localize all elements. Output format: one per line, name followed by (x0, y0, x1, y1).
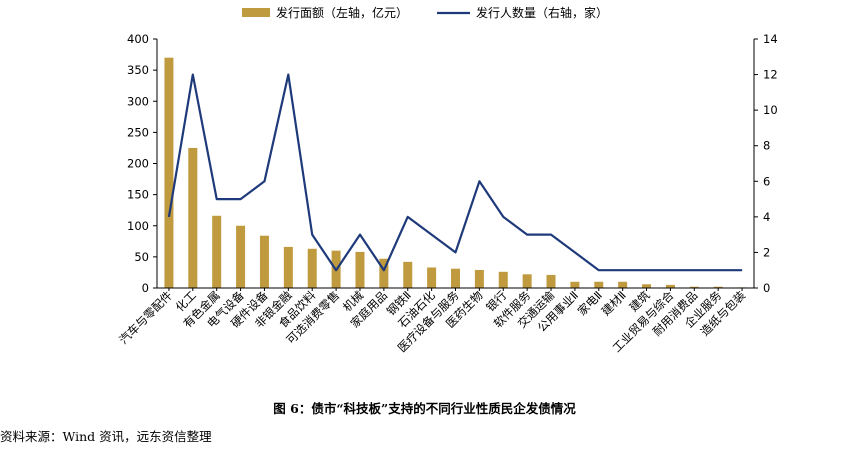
bar (259, 235, 269, 288)
bar (665, 284, 675, 288)
bar (403, 261, 413, 288)
bar (188, 147, 198, 288)
right-axis-tick-label: 8 (763, 139, 770, 153)
left-y-axis: 0 50 100 150 200 250 300 350 400 (127, 32, 158, 295)
category-label: 汽车与零配件 (116, 288, 175, 347)
legend: 发行面额（左轴，亿元） 发行人数量（右轴，家） (242, 5, 608, 20)
legend-line-label: 发行人数量（右轴，家） (476, 5, 608, 20)
left-axis-tick-label: 150 (127, 188, 149, 202)
bar-series (164, 57, 747, 288)
left-axis-tick-label: 200 (127, 157, 149, 171)
right-axis-tick-label: 6 (763, 174, 770, 188)
bar (498, 271, 508, 288)
bar (164, 57, 174, 288)
bar (546, 274, 556, 288)
bar (236, 225, 246, 288)
x-axis (157, 287, 754, 291)
right-axis-tick-label: 10 (763, 103, 778, 117)
right-axis-tick-label: 14 (763, 32, 778, 46)
bar (594, 281, 604, 288)
bar (642, 284, 652, 288)
left-axis-tick-label: 100 (127, 219, 149, 233)
left-axis-tick-label: 300 (127, 94, 149, 108)
bar (307, 248, 317, 288)
line-series (167, 73, 743, 272)
category-labels: 汽车与零配件化工有色金属电气设备硬件设备非银金融食品饮料可选消费零售机械家庭用品… (116, 288, 748, 355)
left-axis-tick-label: 50 (134, 250, 149, 264)
right-y-axis: 0 2 4 6 8 10 12 14 (753, 32, 778, 295)
right-axis-tick-label: 0 (763, 281, 770, 295)
bar (570, 281, 580, 288)
bar (355, 251, 365, 288)
bar (713, 286, 723, 288)
bar (522, 274, 532, 288)
bar (379, 258, 389, 288)
right-axis-tick-label: 4 (763, 210, 770, 224)
figure-caption: 图 6：债市“科技板”支持的不同行业性质民企发债情况 (273, 401, 576, 416)
category-label: 家电Ⅱ (575, 288, 605, 318)
bar (618, 281, 628, 288)
line-path (167, 73, 743, 272)
left-axis-tick-label: 250 (127, 125, 149, 139)
left-axis-tick-label: 350 (127, 63, 149, 77)
left-axis-tick-label: 0 (142, 281, 149, 295)
right-axis-tick-label: 12 (763, 68, 778, 82)
chart: 发行面额（左轴，亿元） 发行人数量（右轴，家） 0501001502002503… (116, 5, 778, 355)
legend-bar-swatch (242, 8, 270, 17)
bar (451, 268, 460, 288)
category-label: 建材Ⅱ (599, 288, 629, 318)
right-axis-tick-label: 2 (763, 245, 770, 259)
bar (212, 215, 222, 288)
bar (689, 286, 699, 288)
bar (474, 269, 484, 288)
bar (283, 246, 293, 288)
left-axis-tick-label: 400 (127, 32, 149, 46)
bar (427, 267, 437, 288)
legend-bar-label: 发行面额（左轴，亿元） (276, 5, 408, 20)
source-note: 资料来源：Wind 资讯，远东资信整理 (0, 429, 212, 444)
